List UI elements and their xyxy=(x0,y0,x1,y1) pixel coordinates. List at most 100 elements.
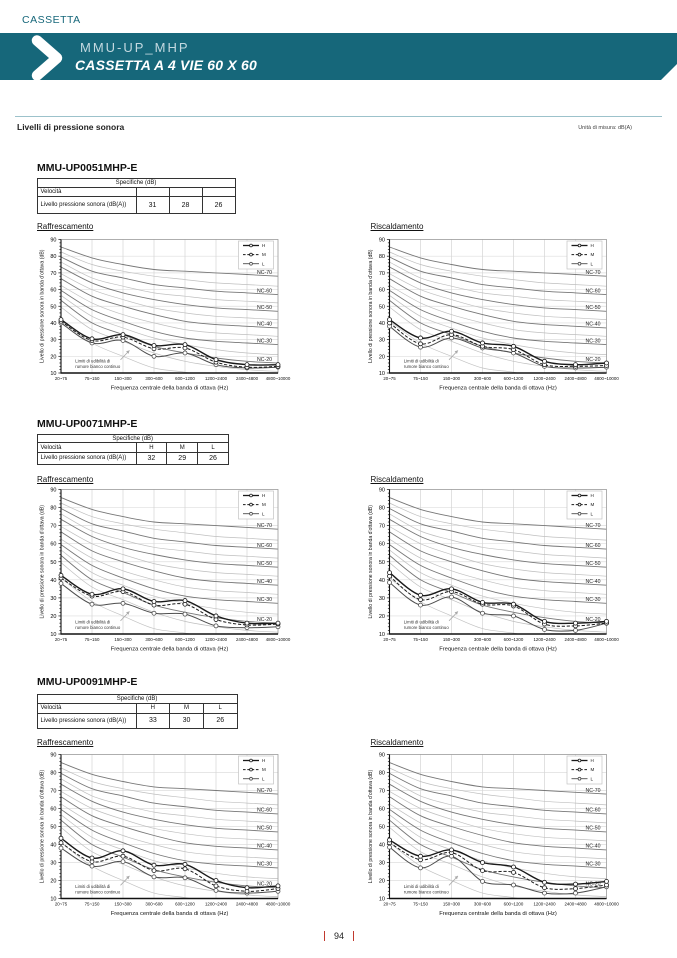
svg-text:Limiti di udibilità di: Limiti di udibilità di xyxy=(75,620,110,625)
svg-text:30: 30 xyxy=(50,596,56,602)
svg-text:40: 40 xyxy=(379,843,385,849)
svg-text:30: 30 xyxy=(50,338,56,344)
svg-text:80: 80 xyxy=(379,506,385,512)
svg-text:600~1200: 600~1200 xyxy=(504,902,524,907)
svg-text:Frequenza centrale della banda: Frequenza centrale della banda di ottava… xyxy=(111,386,229,392)
svg-text:NC-50: NC-50 xyxy=(257,826,272,832)
svg-text:20: 20 xyxy=(50,354,56,360)
svg-text:150~300: 150~300 xyxy=(114,902,132,907)
svg-text:L: L xyxy=(262,511,265,516)
svg-text:L: L xyxy=(262,776,265,781)
svg-text:NC-20: NC-20 xyxy=(257,357,272,363)
svg-text:M: M xyxy=(262,252,266,257)
svg-text:NC-30: NC-30 xyxy=(586,862,601,868)
svg-text:Livello di pressione sonora in: Livello di pressione sonora in banda d'o… xyxy=(40,505,46,619)
svg-text:NC-40: NC-40 xyxy=(586,844,601,850)
svg-text:NC-40: NC-40 xyxy=(257,579,272,585)
svg-text:40: 40 xyxy=(379,321,385,327)
svg-text:L: L xyxy=(591,261,594,266)
svg-text:300~600: 300~600 xyxy=(474,376,492,381)
svg-text:10: 10 xyxy=(50,632,56,638)
svg-text:60: 60 xyxy=(50,542,56,548)
svg-text:80: 80 xyxy=(379,771,385,777)
svg-text:NC-50: NC-50 xyxy=(257,561,272,567)
svg-text:20: 20 xyxy=(50,614,56,620)
svg-text:M: M xyxy=(591,502,595,507)
svg-text:600~1200: 600~1200 xyxy=(175,376,195,381)
svg-text:NC-40: NC-40 xyxy=(586,579,601,585)
svg-text:rumore bianco continuo: rumore bianco continuo xyxy=(75,625,121,630)
svg-text:30: 30 xyxy=(379,596,385,602)
svg-text:Frequenza centrale della banda: Frequenza centrale della banda di ottava… xyxy=(439,647,557,653)
svg-text:2400~4800: 2400~4800 xyxy=(236,637,259,642)
svg-text:1200~2400: 1200~2400 xyxy=(533,902,556,907)
svg-text:Livello di pressione sonora in: Livello di pressione sonora in banda d'o… xyxy=(368,249,374,363)
svg-text:150~300: 150~300 xyxy=(443,637,461,642)
svg-text:300~600: 300~600 xyxy=(145,376,163,381)
svg-text:20~75: 20~75 xyxy=(383,902,396,907)
svg-text:10: 10 xyxy=(379,632,385,638)
svg-text:NC-30: NC-30 xyxy=(257,862,272,868)
svg-text:90: 90 xyxy=(50,753,56,759)
svg-text:60: 60 xyxy=(50,807,56,813)
svg-text:2400~4800: 2400~4800 xyxy=(564,637,587,642)
svg-text:NC-20: NC-20 xyxy=(257,882,272,888)
svg-text:Limiti di udibilità di: Limiti di udibilità di xyxy=(75,359,110,364)
svg-text:L: L xyxy=(591,511,594,516)
svg-text:20~75: 20~75 xyxy=(55,376,68,381)
svg-text:300~600: 300~600 xyxy=(145,637,163,642)
svg-text:20: 20 xyxy=(379,614,385,620)
svg-text:90: 90 xyxy=(379,488,385,494)
svg-text:Limiti di udibilità di: Limiti di udibilità di xyxy=(75,884,110,889)
svg-text:M: M xyxy=(262,502,266,507)
svg-text:150~300: 150~300 xyxy=(114,376,132,381)
svg-text:NC-70: NC-70 xyxy=(586,788,601,794)
svg-text:60: 60 xyxy=(379,542,385,548)
svg-text:4800~10000: 4800~10000 xyxy=(594,637,619,642)
svg-text:4800~10000: 4800~10000 xyxy=(594,902,619,907)
svg-text:30: 30 xyxy=(379,338,385,344)
svg-text:40: 40 xyxy=(50,578,56,584)
svg-text:40: 40 xyxy=(379,578,385,584)
svg-text:10: 10 xyxy=(50,897,56,903)
svg-text:Limiti di udibilità di: Limiti di udibilità di xyxy=(404,620,439,625)
svg-text:10: 10 xyxy=(50,371,56,377)
svg-text:20~75: 20~75 xyxy=(55,637,68,642)
svg-text:70: 70 xyxy=(50,271,56,277)
svg-text:30: 30 xyxy=(50,861,56,867)
svg-text:rumore bianco continuo: rumore bianco continuo xyxy=(404,889,450,894)
svg-text:50: 50 xyxy=(379,825,385,831)
svg-text:NC-20: NC-20 xyxy=(257,617,272,623)
svg-text:50: 50 xyxy=(50,304,56,310)
svg-text:H: H xyxy=(591,243,594,248)
svg-text:75~150: 75~150 xyxy=(413,637,428,642)
svg-text:75~150: 75~150 xyxy=(413,902,428,907)
svg-text:75~150: 75~150 xyxy=(85,902,100,907)
svg-text:50: 50 xyxy=(50,825,56,831)
svg-text:90: 90 xyxy=(50,238,56,244)
svg-text:Livello di pressione sonora in: Livello di pressione sonora in banda d'o… xyxy=(368,505,374,619)
svg-text:4800~10000: 4800~10000 xyxy=(266,376,291,381)
svg-text:L: L xyxy=(591,776,594,781)
svg-text:20~75: 20~75 xyxy=(383,637,396,642)
svg-text:NC-70: NC-70 xyxy=(257,523,272,529)
svg-text:M: M xyxy=(262,767,266,772)
svg-text:150~300: 150~300 xyxy=(443,902,461,907)
svg-text:M: M xyxy=(591,767,595,772)
svg-text:H: H xyxy=(262,243,265,248)
svg-text:80: 80 xyxy=(50,771,56,777)
svg-text:rumore bianco continuo: rumore bianco continuo xyxy=(75,889,121,894)
svg-text:75~150: 75~150 xyxy=(85,376,100,381)
svg-text:70: 70 xyxy=(379,524,385,530)
svg-text:Frequenza centrale della banda: Frequenza centrale della banda di ottava… xyxy=(439,386,557,392)
svg-text:M: M xyxy=(591,252,595,257)
svg-text:NC-30: NC-30 xyxy=(257,338,272,344)
svg-text:NC-70: NC-70 xyxy=(257,788,272,794)
svg-text:10: 10 xyxy=(379,897,385,903)
svg-text:NC-60: NC-60 xyxy=(586,808,601,814)
svg-text:600~1200: 600~1200 xyxy=(504,637,524,642)
svg-text:2400~4800: 2400~4800 xyxy=(236,376,259,381)
svg-text:600~1200: 600~1200 xyxy=(175,637,195,642)
svg-text:150~300: 150~300 xyxy=(114,637,132,642)
svg-text:NC-40: NC-40 xyxy=(257,322,272,328)
